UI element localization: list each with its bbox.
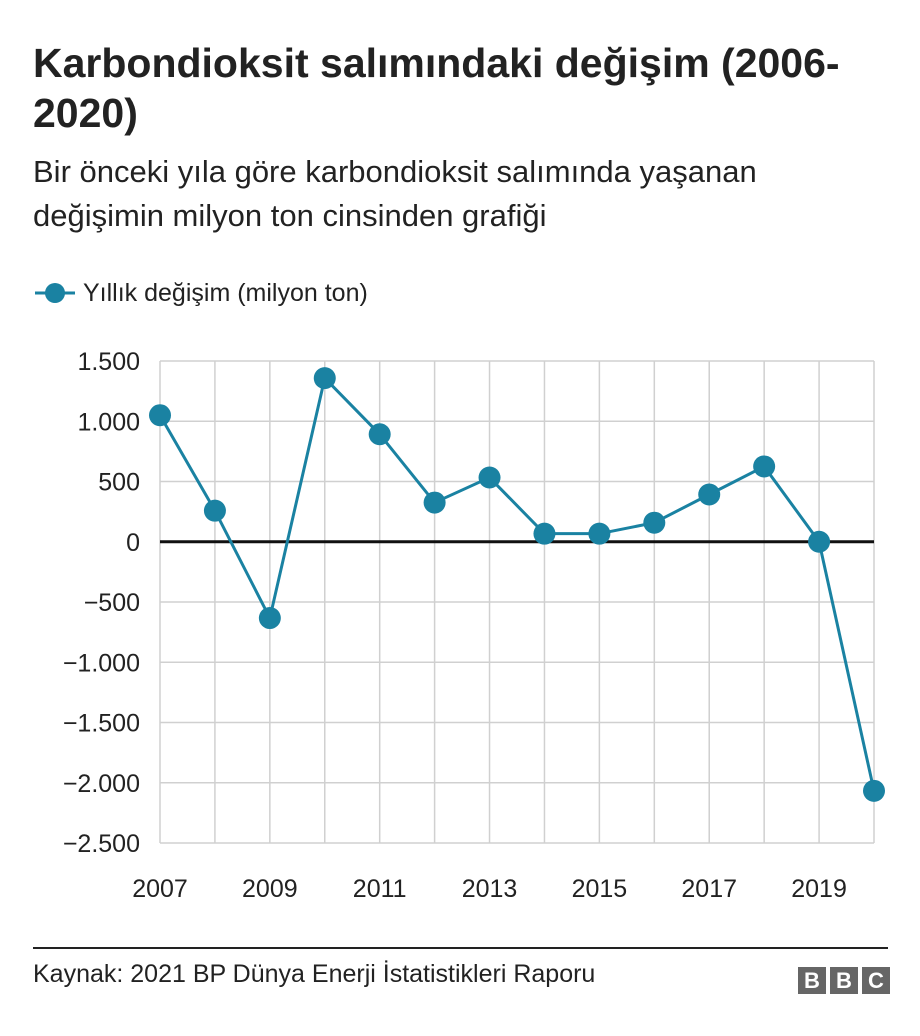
data-point xyxy=(698,483,721,506)
y-tick-label: 0 xyxy=(126,529,140,557)
y-tick-label: −1.500 xyxy=(63,710,140,738)
data-point xyxy=(258,607,281,630)
x-tick-label: 2015 xyxy=(572,875,628,903)
x-tick-label: 2007 xyxy=(132,875,188,903)
legend-marker-icon xyxy=(35,283,75,303)
logo-letter: B xyxy=(798,967,826,994)
series-line xyxy=(158,375,876,792)
data-point xyxy=(149,404,171,427)
y-tick-label: 500 xyxy=(98,469,140,497)
data-point xyxy=(643,511,666,534)
data-point xyxy=(478,466,501,489)
data-point xyxy=(863,779,885,802)
chart-subtitle: Bir önceki yıla göre karbondioksit salım… xyxy=(33,154,757,233)
y-tick-label: 1.000 xyxy=(77,408,140,436)
data-point xyxy=(313,367,336,390)
x-tick-label: 2013 xyxy=(462,875,518,903)
data-point xyxy=(203,499,226,522)
data-point xyxy=(423,491,446,514)
data-point xyxy=(533,522,556,545)
y-tick-label: 1.500 xyxy=(77,348,140,376)
chart-title: Karbondioksit salımındaki değişim (2006-… xyxy=(33,40,840,136)
data-point xyxy=(753,455,776,478)
logo-letter: C xyxy=(862,967,890,994)
y-tick-label: −2.500 xyxy=(63,830,140,858)
y-tick-label: −2.000 xyxy=(63,770,140,798)
bbc-logo: B B C xyxy=(798,967,890,994)
x-tick-label: 2011 xyxy=(353,875,407,903)
data-point xyxy=(808,530,831,553)
legend-label: Yıllık değişim (milyon ton) xyxy=(83,278,368,307)
y-tick-label: −500 xyxy=(84,589,140,617)
source-note: Kaynak: 2021 BP Dünya Enerji İstatistikl… xyxy=(33,960,596,988)
y-tick-label: −1.000 xyxy=(63,649,140,677)
x-tick-label: 2017 xyxy=(681,875,737,903)
x-tick-label: 2009 xyxy=(242,875,298,903)
legend: Yıllık değişim (milyon ton) xyxy=(33,278,368,308)
x-tick-label: 2019 xyxy=(791,875,847,903)
logo-letter: B xyxy=(830,967,858,994)
data-point xyxy=(368,423,391,446)
data-point xyxy=(588,522,611,545)
line-chart: 1.500 1.000 500 0 −500 −1.000 −1.500 −2.000 −2.5… xyxy=(63,348,885,903)
footer-divider xyxy=(33,947,888,949)
